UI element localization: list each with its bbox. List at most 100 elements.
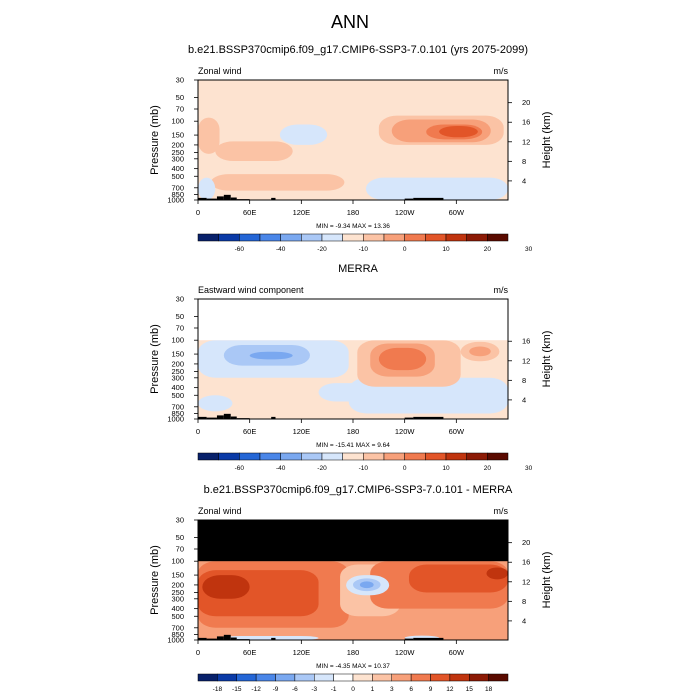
panel-stats: MIN = -9.34 MAX = 13.36 [316,223,390,230]
colorbar-label: -1 [331,686,337,693]
y-tick-label: 250 [171,148,184,157]
colorbar-label: 18 [485,686,493,693]
missing-data-region [198,299,508,341]
x-tick-label: 120W [395,648,416,657]
colorbar-bin [294,673,315,682]
colorbar-label: -18 [213,686,223,693]
y2-tick-label: 4 [522,176,526,185]
panel-left-label: Zonal wind [198,506,242,516]
y-axis-title: Pressure (mb) [149,105,161,175]
y2-tick-label: 20 [522,98,530,107]
contour-region [210,174,345,191]
y-tick-label: 400 [171,383,184,392]
chart-panel-3: b.e21.BSSP370cmip6.f09_g17.CMIP6-SSP3-7.… [149,484,553,693]
colorbar-bin [487,233,509,242]
colorbar-bin [218,233,240,242]
y-tick-label: 200 [171,580,184,589]
y-tick-label: 700 [171,623,184,632]
y-tick-label: 70 [176,104,184,113]
topography-block [223,194,231,200]
colorbar-bin [430,673,451,682]
contour-region [198,117,220,154]
topography-block [230,416,237,419]
colorbar-label: -10 [359,465,369,472]
colorbar-bin [363,233,385,242]
x-tick-label: 120W [395,427,416,436]
y2-tick-label: 16 [522,337,530,346]
y2-tick-label: 8 [522,157,526,166]
x-tick-label: 120E [293,427,311,436]
colorbar-bin [410,673,431,682]
y-tick-label: 500 [171,612,184,621]
y-tick-label: 500 [171,172,184,181]
y-tick-label: 1000 [167,636,184,645]
colorbar-label: 15 [466,686,474,693]
colorbar-label: 6 [409,686,413,693]
contour-region [469,346,491,357]
colorbar-label: 1 [371,686,375,693]
colorbar-bin [301,452,323,461]
colorbar-bin [383,452,405,461]
colorbar-bin [280,233,302,242]
topography-block [230,637,237,640]
y-tick-label: 850 [171,409,184,418]
y-tick-label: 30 [176,516,184,525]
y-tick-label: 300 [171,373,184,382]
colorbar-bin [391,673,412,682]
y2-axis-title: Height (km) [541,331,553,388]
colorbar-label: 9 [429,686,433,693]
x-tick-label: 180 [347,648,360,657]
y-tick-label: 700 [171,183,184,192]
colorbar-label: -3 [311,686,317,693]
y-tick-label: 850 [171,630,184,639]
colorbar-label: -60 [235,465,245,472]
colorbar-bin [301,233,323,242]
colorbar-bin [218,452,240,461]
y-tick-label: 30 [176,295,184,304]
colorbar-label: -6 [292,686,298,693]
y-tick-label: 50 [176,312,184,321]
colorbar-label: 3 [390,686,394,693]
colorbar-bin [449,673,470,682]
figure-title: ANN [331,12,369,32]
colorbar-label: 0 [403,246,407,253]
panel-units: m/s [494,285,509,295]
y-tick-label: 400 [171,164,184,173]
topography-block [216,636,224,640]
colorbar-bin [372,673,392,682]
y-tick-label: 150 [171,571,184,580]
contour-region [223,636,319,640]
contour-region [486,567,508,580]
colorbar-bin [466,452,488,461]
colorbar-bin [333,673,354,682]
x-tick-label: 120E [293,648,311,657]
colorbar-bin [197,233,219,242]
colorbar-bin [445,233,467,242]
x-tick-label: 60W [449,208,465,217]
colorbar-bin [321,452,343,461]
y-tick-label: 400 [171,604,184,613]
x-tick-label: 0 [196,208,200,217]
colorbar-bin [259,233,281,242]
x-tick-label: 60W [449,648,465,657]
contour-region [198,395,233,412]
panel-title: MERRA [338,263,378,275]
topography-block [271,416,276,419]
y-tick-label: 150 [171,350,184,359]
contour-region [359,581,374,589]
topography-block [216,415,224,419]
panel-stats: MIN = -4.35 MAX = 10.37 [316,663,390,670]
topography-block [413,416,444,419]
colorbar-bin [239,452,261,461]
contour-field [198,520,508,640]
contour-region [365,177,508,200]
panel-title: b.e21.BSSP370cmip6.f09_g17.CMIP6-SSP3-7.… [188,44,528,56]
colorbar-bin [275,673,296,682]
colorbar-bin [404,233,426,242]
colorbar-bin [425,452,447,461]
colorbar-label: 0 [403,465,407,472]
topography-block [216,196,224,200]
colorbar-bin [488,673,509,682]
x-tick-label: 180 [347,427,360,436]
